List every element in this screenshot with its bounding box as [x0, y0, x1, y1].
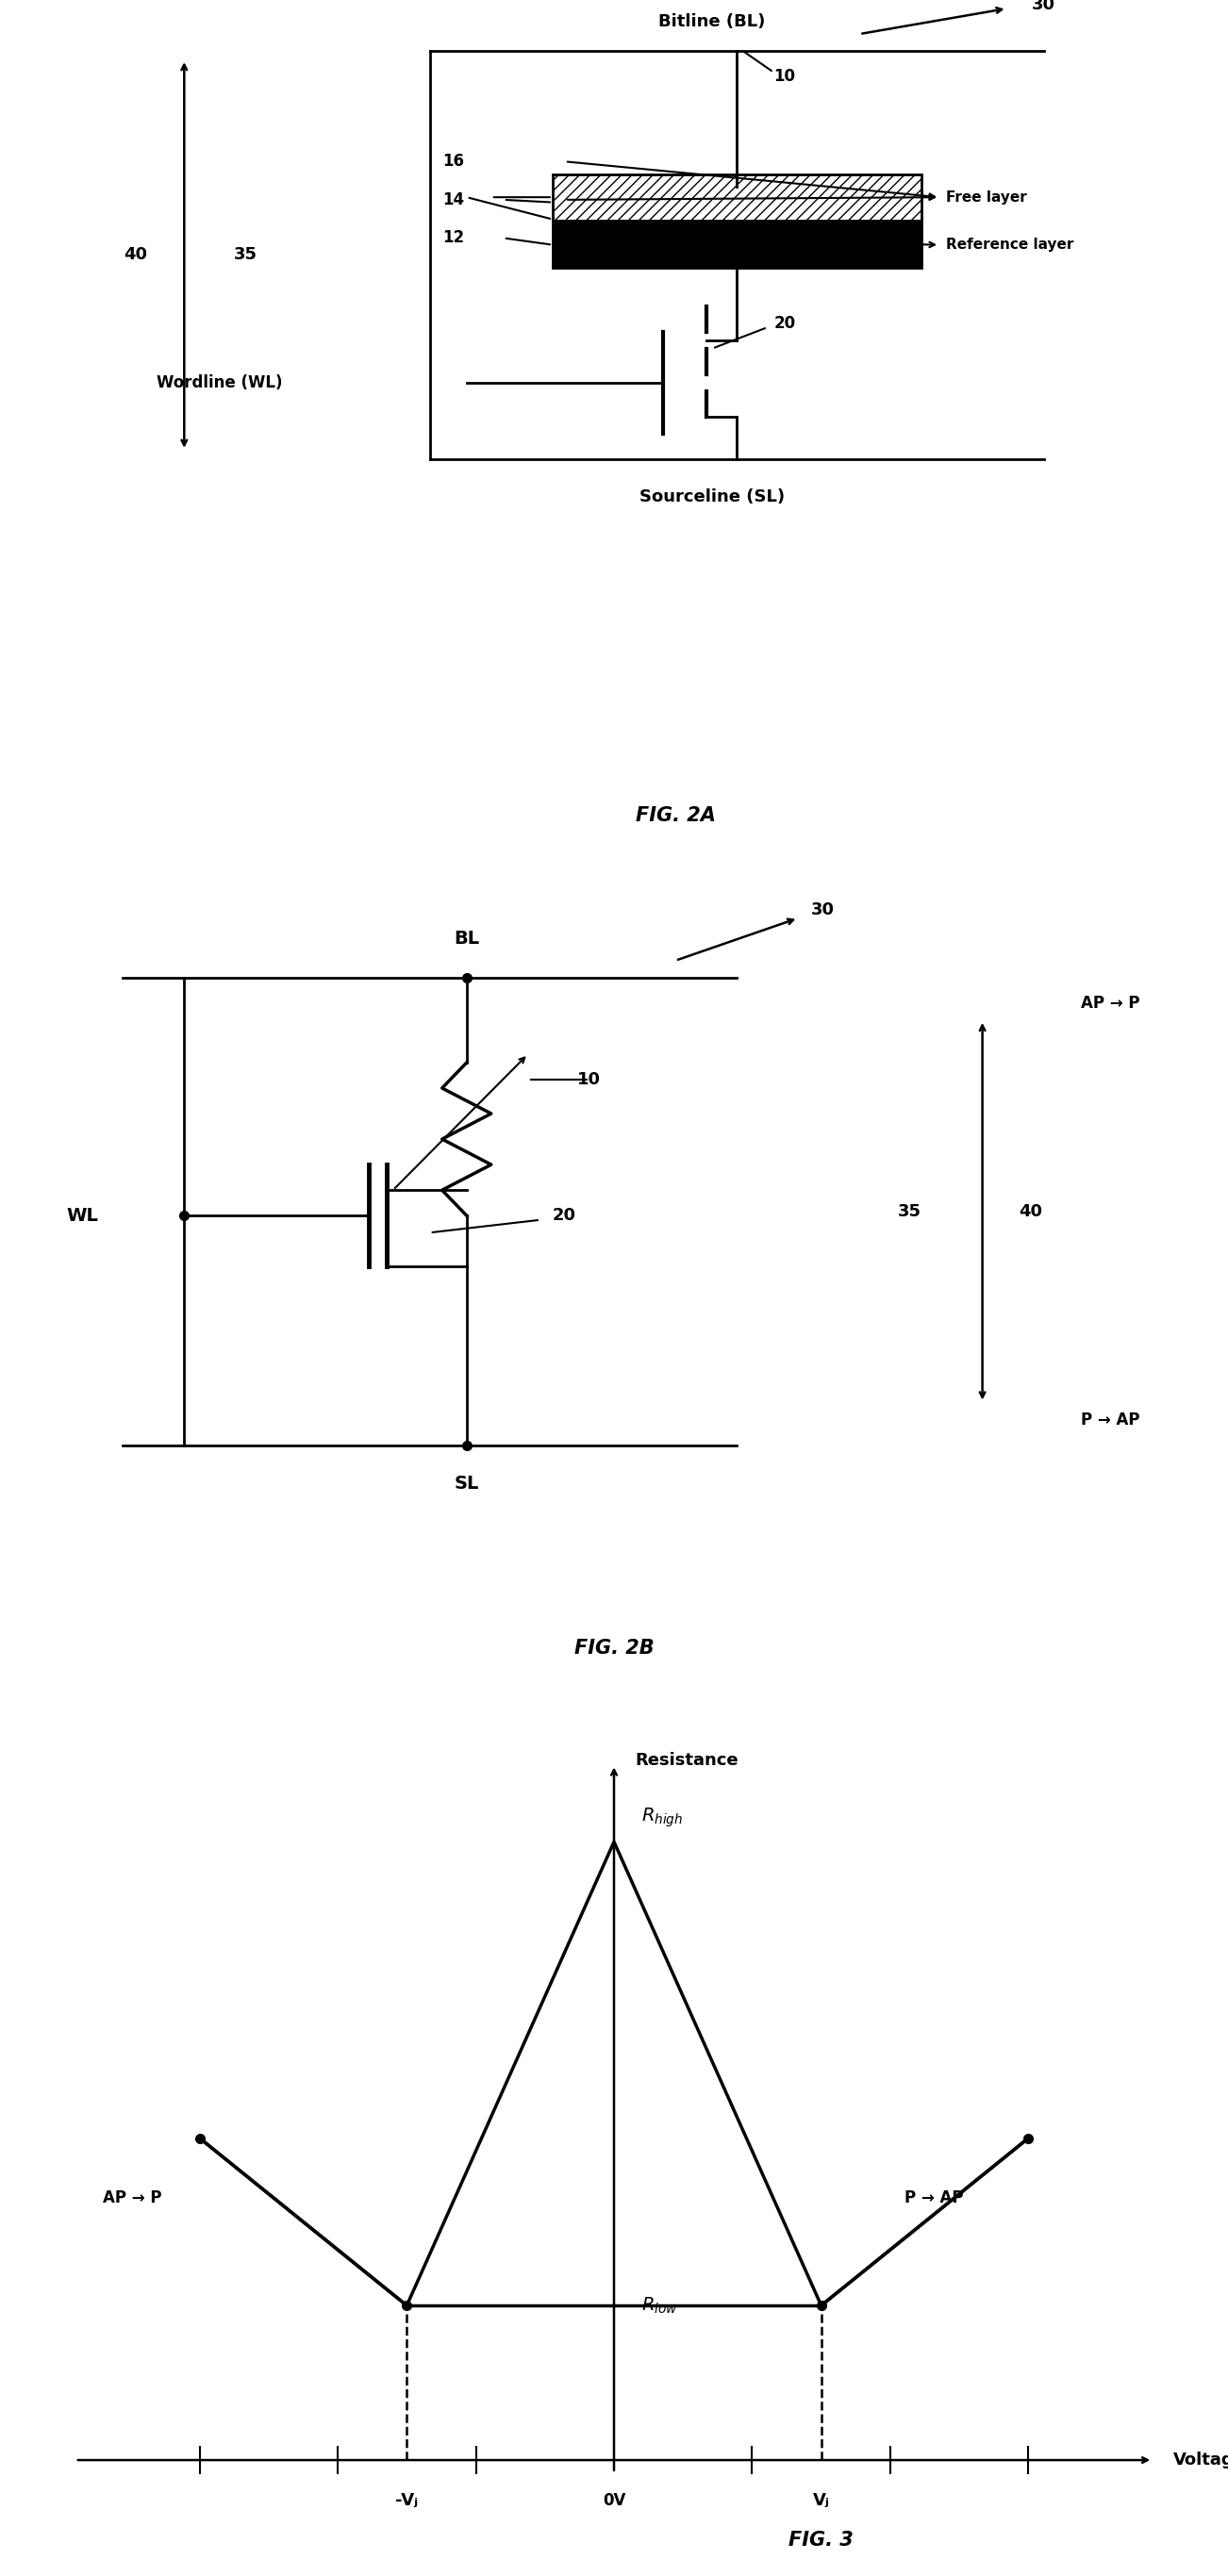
- Text: SL: SL: [454, 1476, 479, 1494]
- Text: Wordline (WL): Wordline (WL): [156, 374, 282, 392]
- Text: AP → P: AP → P: [1081, 994, 1140, 1012]
- Text: 0V: 0V: [603, 2494, 625, 2509]
- Text: 14: 14: [442, 191, 464, 209]
- Text: $R_{high}$: $R_{high}$: [642, 1806, 684, 1829]
- Text: 40: 40: [124, 247, 147, 263]
- Text: 10: 10: [577, 1072, 600, 1087]
- Text: 12: 12: [442, 229, 464, 247]
- Text: $R_{low}$: $R_{low}$: [642, 2295, 678, 2316]
- Text: FIG. 2A: FIG. 2A: [635, 806, 716, 824]
- Text: AP → P: AP → P: [103, 2190, 162, 2208]
- Text: 35: 35: [898, 1203, 921, 1221]
- Text: 20: 20: [774, 314, 796, 332]
- Text: P → AP: P → AP: [1081, 1412, 1140, 1427]
- Text: Voltage: Voltage: [1174, 2452, 1228, 2468]
- Text: P → AP: P → AP: [904, 2190, 963, 2208]
- Text: Reference layer: Reference layer: [946, 237, 1073, 252]
- Text: Sourceline (SL): Sourceline (SL): [640, 489, 785, 505]
- Text: FIG. 2B: FIG. 2B: [575, 1638, 653, 1659]
- Text: Vⱼ: Vⱼ: [813, 2494, 830, 2509]
- Text: 30: 30: [810, 902, 834, 917]
- Text: Free layer: Free layer: [946, 191, 1027, 204]
- Text: 30: 30: [1032, 0, 1055, 13]
- Text: 20: 20: [553, 1208, 576, 1224]
- Bar: [553, 222, 921, 268]
- Text: Bitline (BL): Bitline (BL): [658, 13, 766, 31]
- Text: 16: 16: [442, 152, 464, 170]
- Text: BL: BL: [454, 930, 479, 948]
- Text: 35: 35: [233, 247, 257, 263]
- Text: -Vⱼ: -Vⱼ: [395, 2494, 419, 2509]
- Bar: [553, 175, 921, 222]
- Text: 10: 10: [774, 67, 796, 85]
- Text: WL: WL: [66, 1206, 98, 1224]
- Text: 40: 40: [1019, 1203, 1043, 1221]
- Text: Resistance: Resistance: [635, 1752, 738, 1770]
- Text: FIG. 3: FIG. 3: [788, 2530, 853, 2550]
